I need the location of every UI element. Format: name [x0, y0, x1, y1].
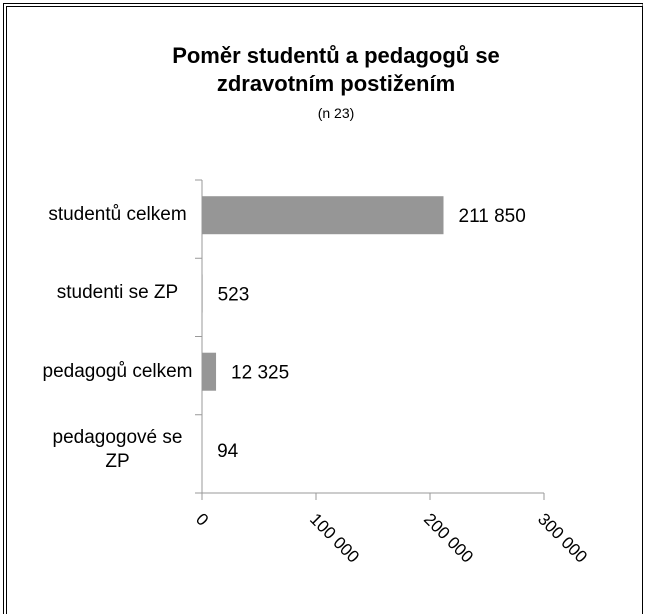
y-tick-label: studentů celkem [48, 204, 187, 226]
x-tick-label: 300 000 [534, 510, 591, 567]
y-tick-label: pedagogů celkem [42, 360, 193, 382]
bar [202, 352, 217, 391]
data-label: 94 [217, 441, 239, 462]
data-label: 523 [218, 284, 250, 305]
bar [202, 196, 444, 235]
x-tick-label: 100 000 [306, 510, 363, 567]
x-tick-label: 0 [192, 510, 212, 530]
y-tick-label: studenti se ZP [56, 282, 179, 304]
chart-title: Poměr studentů a pedagogů se zdravotním … [172, 43, 500, 96]
chart-subtitle: (n 23) [317, 105, 355, 121]
y-tick-label: pedagogové se ZP [52, 426, 183, 472]
data-label: 211 850 [459, 206, 526, 227]
data-label: 12 325 [231, 363, 289, 384]
frame [3, 3, 643, 614]
x-tick-label: 200 000 [420, 510, 477, 567]
bar [202, 274, 203, 313]
